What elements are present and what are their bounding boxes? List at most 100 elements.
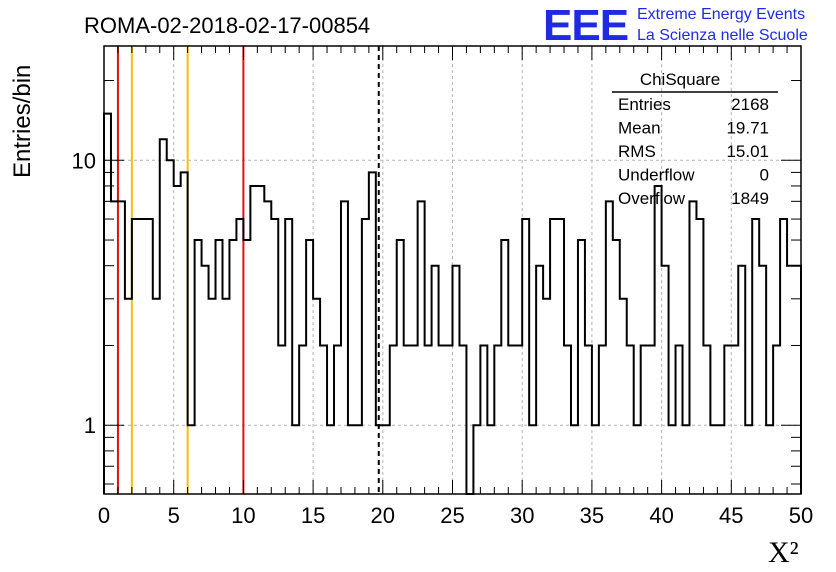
histogram-bin — [459, 345, 466, 494]
y-tick-label: 1 — [84, 413, 96, 438]
histogram-bin — [243, 240, 250, 494]
histogram-bin — [529, 425, 536, 494]
histogram-bin — [111, 201, 118, 494]
stats-title: ChiSquare — [640, 70, 720, 89]
histogram-bin — [696, 219, 703, 494]
histogram-bin — [655, 186, 662, 494]
y-tick-label: 10 — [72, 148, 96, 173]
histogram-bin — [641, 345, 648, 494]
histogram-bin — [759, 266, 766, 494]
histogram-bin — [118, 201, 125, 494]
logo-line2: La Scienza nelle Scuole — [637, 27, 808, 44]
x-tick-label: 40 — [649, 503, 673, 528]
histogram-bin — [473, 425, 480, 494]
histogram-bin — [125, 299, 132, 494]
histogram-bin — [222, 299, 229, 494]
histogram-bin — [216, 240, 223, 494]
histogram-bin — [432, 266, 439, 494]
histogram-bin — [271, 219, 278, 494]
histogram-bin — [418, 201, 425, 494]
histogram-bin — [188, 425, 195, 494]
stats-rows: Entries 2168 Mean 19.71 RMS 15.01 Underflow 0 Ov… — [618, 95, 769, 208]
histogram-bin — [334, 345, 341, 494]
histogram-bin — [634, 425, 641, 494]
histogram-bin — [536, 266, 543, 494]
x-tick-label: 35 — [580, 503, 604, 528]
histogram-bin — [724, 345, 731, 494]
histogram-bin — [439, 345, 446, 494]
histogram-bin — [480, 345, 487, 494]
histogram-bin — [738, 266, 745, 494]
histogram-bin — [320, 345, 327, 494]
histogram-bin — [257, 186, 264, 494]
histogram-bin — [689, 201, 696, 494]
stats-label: RMS — [618, 142, 656, 161]
histogram-bin — [306, 240, 313, 494]
logo-mark: EEE — [543, 1, 628, 50]
histogram-bin — [794, 266, 801, 494]
eee-logo: EEE Extreme Energy Events La Scienza nel… — [543, 1, 808, 50]
histogram-bin — [494, 345, 501, 494]
histogram-bin — [139, 219, 146, 494]
histogram-bin — [153, 299, 160, 494]
histogram-bin — [592, 425, 599, 494]
stats-label: Mean — [618, 119, 661, 138]
histogram-bin — [404, 345, 411, 494]
x-tick-label: 15 — [301, 503, 325, 528]
x-tick-label: 50 — [789, 503, 813, 528]
histogram-bin — [299, 345, 306, 494]
histogram-bin — [411, 345, 418, 494]
histogram-bin — [543, 299, 550, 494]
stats-value: 15.01 — [726, 142, 769, 161]
stats-box: ChiSquare Entries 2168 Mean 19.71 RMS 15.01 Un… — [612, 70, 778, 208]
histogram-bin — [146, 219, 153, 494]
x-tick-label: 20 — [371, 503, 395, 528]
histogram-bin — [717, 425, 724, 494]
histogram-bin — [250, 186, 257, 494]
histogram-bin — [620, 299, 627, 494]
x-tick-label: 30 — [510, 503, 534, 528]
histogram-bin — [313, 299, 320, 494]
x-tick-label: 25 — [440, 503, 464, 528]
histogram-bin — [390, 345, 397, 494]
histogram-bin — [292, 425, 299, 494]
histogram-bin — [676, 345, 683, 494]
histogram-bin — [745, 425, 752, 494]
histogram-bin — [508, 345, 515, 494]
histogram-bin — [195, 240, 202, 494]
histogram-bin — [446, 345, 453, 494]
histogram-bin — [397, 240, 404, 494]
histogram-bin — [731, 345, 738, 494]
stats-value: 19.71 — [726, 119, 769, 138]
histogram-bin — [181, 172, 188, 494]
histogram-bin — [327, 425, 334, 494]
histogram-bin — [376, 425, 383, 494]
histogram-bin — [160, 139, 167, 494]
histogram-bin — [369, 172, 376, 494]
histogram-bin — [236, 219, 243, 494]
histogram-bin — [362, 219, 369, 494]
chart-title: ROMA-02-2018-02-17-00854 — [84, 13, 370, 38]
stats-label: Overflow — [618, 189, 686, 208]
histogram-bin — [585, 345, 592, 494]
histogram-bin — [766, 425, 773, 494]
histogram-bin — [683, 425, 690, 494]
logo-line1: Extreme Energy Events — [637, 6, 805, 23]
histogram-bin — [348, 425, 355, 494]
histogram-bin — [613, 240, 620, 494]
stats-value: 2168 — [731, 95, 769, 114]
x-axis-label: X² — [768, 536, 799, 569]
histogram-step-line — [103, 112, 802, 495]
histogram-bin — [167, 160, 174, 494]
stats-value: 1849 — [731, 189, 769, 208]
histogram-bin — [773, 345, 780, 494]
histogram-bin — [578, 240, 585, 494]
histogram-bin — [564, 345, 571, 494]
stats-value: 0 — [760, 166, 769, 185]
y-axis-label: Entries/bin — [9, 65, 36, 178]
axes: 0 5 10 15 20 25 30 35 40 45 50 1 10 — [72, 46, 813, 528]
x-tick-label: 0 — [98, 503, 110, 528]
histogram-bin — [202, 266, 209, 494]
histogram-bin — [606, 201, 613, 494]
histogram-bin — [627, 345, 634, 494]
